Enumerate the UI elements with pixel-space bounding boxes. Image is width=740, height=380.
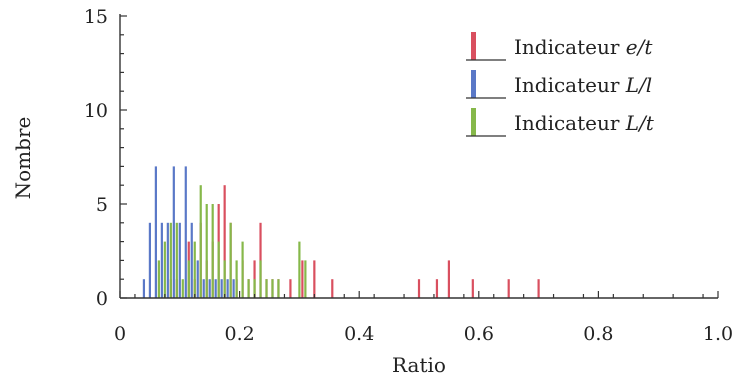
- bar-series-1-point-7: [184, 166, 187, 298]
- bar-series-0-point-26: [507, 279, 510, 298]
- bar-series-2-point-3: [175, 222, 178, 298]
- bar-series-2-point-17: [259, 260, 262, 298]
- legend-swatch: [471, 108, 476, 136]
- bar-series-2-point-2: [169, 222, 172, 298]
- bar-series-0-point-8: [223, 185, 226, 298]
- x-tick-label: 0.4: [344, 323, 374, 345]
- ticks-layer: 0 0.2 0.4 0.6 0.8 1.0 0 5 10 15: [84, 6, 733, 345]
- bar-series-2-point-12: [229, 222, 232, 298]
- bar-series-2-point-21: [298, 241, 301, 298]
- legend-label: Indicateur L/l: [514, 73, 652, 97]
- y-tick-label: 15: [84, 6, 108, 28]
- x-tick-label: 0.8: [583, 323, 613, 345]
- bar-series-1-point-10: [202, 279, 205, 298]
- bar-series-0-point-18: [289, 279, 292, 298]
- bar-series-2-point-18: [265, 279, 268, 298]
- bar-series-0-point-22: [417, 279, 421, 298]
- bar-series-2-point-5: [187, 260, 190, 298]
- bar-series-2-point-1: [163, 241, 166, 298]
- legend-item-2: Indicateur L/t: [466, 108, 655, 137]
- bar-series-1-point-6: [178, 222, 181, 298]
- bar-series-2-point-11: [223, 260, 226, 298]
- bar-series-2-point-8: [205, 204, 208, 298]
- x-tick-label: 1.0: [703, 323, 733, 345]
- legend-label: Indicateur L/t: [514, 111, 655, 135]
- bar-series-0-point-24: [447, 260, 450, 298]
- bar-series-1-point-15: [232, 279, 235, 298]
- bar-series-0-point-19: [301, 260, 304, 298]
- y-tick-label: 0: [96, 288, 108, 310]
- y-tick-label: 5: [96, 194, 108, 216]
- bar-series-1-point-14: [226, 279, 229, 298]
- bar-series-2-point-15: [247, 279, 250, 298]
- bar-series-1-point-9: [196, 260, 199, 298]
- bar-series-2-point-19: [271, 279, 274, 298]
- x-tick-label: 0: [114, 323, 126, 345]
- bar-series-2-point-13: [235, 260, 238, 298]
- bar-series-2-point-20: [277, 279, 280, 298]
- bar-series-2-point-9: [211, 204, 214, 298]
- bar-series-1-point-8: [190, 222, 193, 298]
- bar-series-2-point-7: [199, 185, 202, 298]
- bar-series-1-point-2: [154, 166, 157, 298]
- legend-item-1: Indicateur L/l: [466, 70, 652, 99]
- bar-series-1-point-5: [172, 166, 175, 298]
- legend-item-0: Indicateur e/t: [466, 32, 653, 61]
- legend-swatch: [471, 32, 476, 60]
- bar-series-1-point-4: [166, 222, 169, 298]
- bars-layer: [142, 166, 540, 298]
- bar-series-1-point-3: [160, 222, 163, 298]
- bar-series-1-point-13: [220, 279, 223, 298]
- legend-label: Indicateur e/t: [514, 35, 653, 59]
- bar-series-2-point-16: [253, 279, 256, 298]
- axes-layer: [119, 14, 718, 299]
- bar-series-2-point-14: [241, 241, 244, 298]
- bar-series-0-point-25: [471, 279, 474, 298]
- bar-series-1-point-11: [208, 279, 211, 298]
- x-axis-title: Ratio: [392, 353, 446, 377]
- bar-series-2-point-10: [217, 241, 220, 298]
- bar-series-2-point-0: [157, 260, 160, 298]
- bar-series-2-point-4: [181, 279, 184, 298]
- x-tick-label: 0.2: [224, 323, 254, 345]
- y-axis-title: Nombre: [11, 117, 35, 200]
- bar-series-0-point-21: [331, 279, 334, 298]
- bar-series-1-point-1: [148, 222, 151, 298]
- bar-series-2-point-6: [193, 241, 196, 298]
- bar-series-2-point-22: [304, 260, 307, 298]
- legend: Indicateur e/t Indicateur L/l Indicateur L…: [466, 32, 655, 137]
- bar-series-0-point-23: [435, 279, 439, 298]
- legend-swatch: [471, 70, 476, 98]
- x-tick-label: 0.6: [464, 323, 494, 345]
- bar-series-0-point-20: [313, 260, 316, 298]
- bar-series-1-point-12: [214, 279, 217, 298]
- bar-series-1-point-0: [142, 279, 146, 298]
- y-tick-label: 10: [84, 100, 108, 122]
- bar-series-0-point-27: [537, 279, 540, 298]
